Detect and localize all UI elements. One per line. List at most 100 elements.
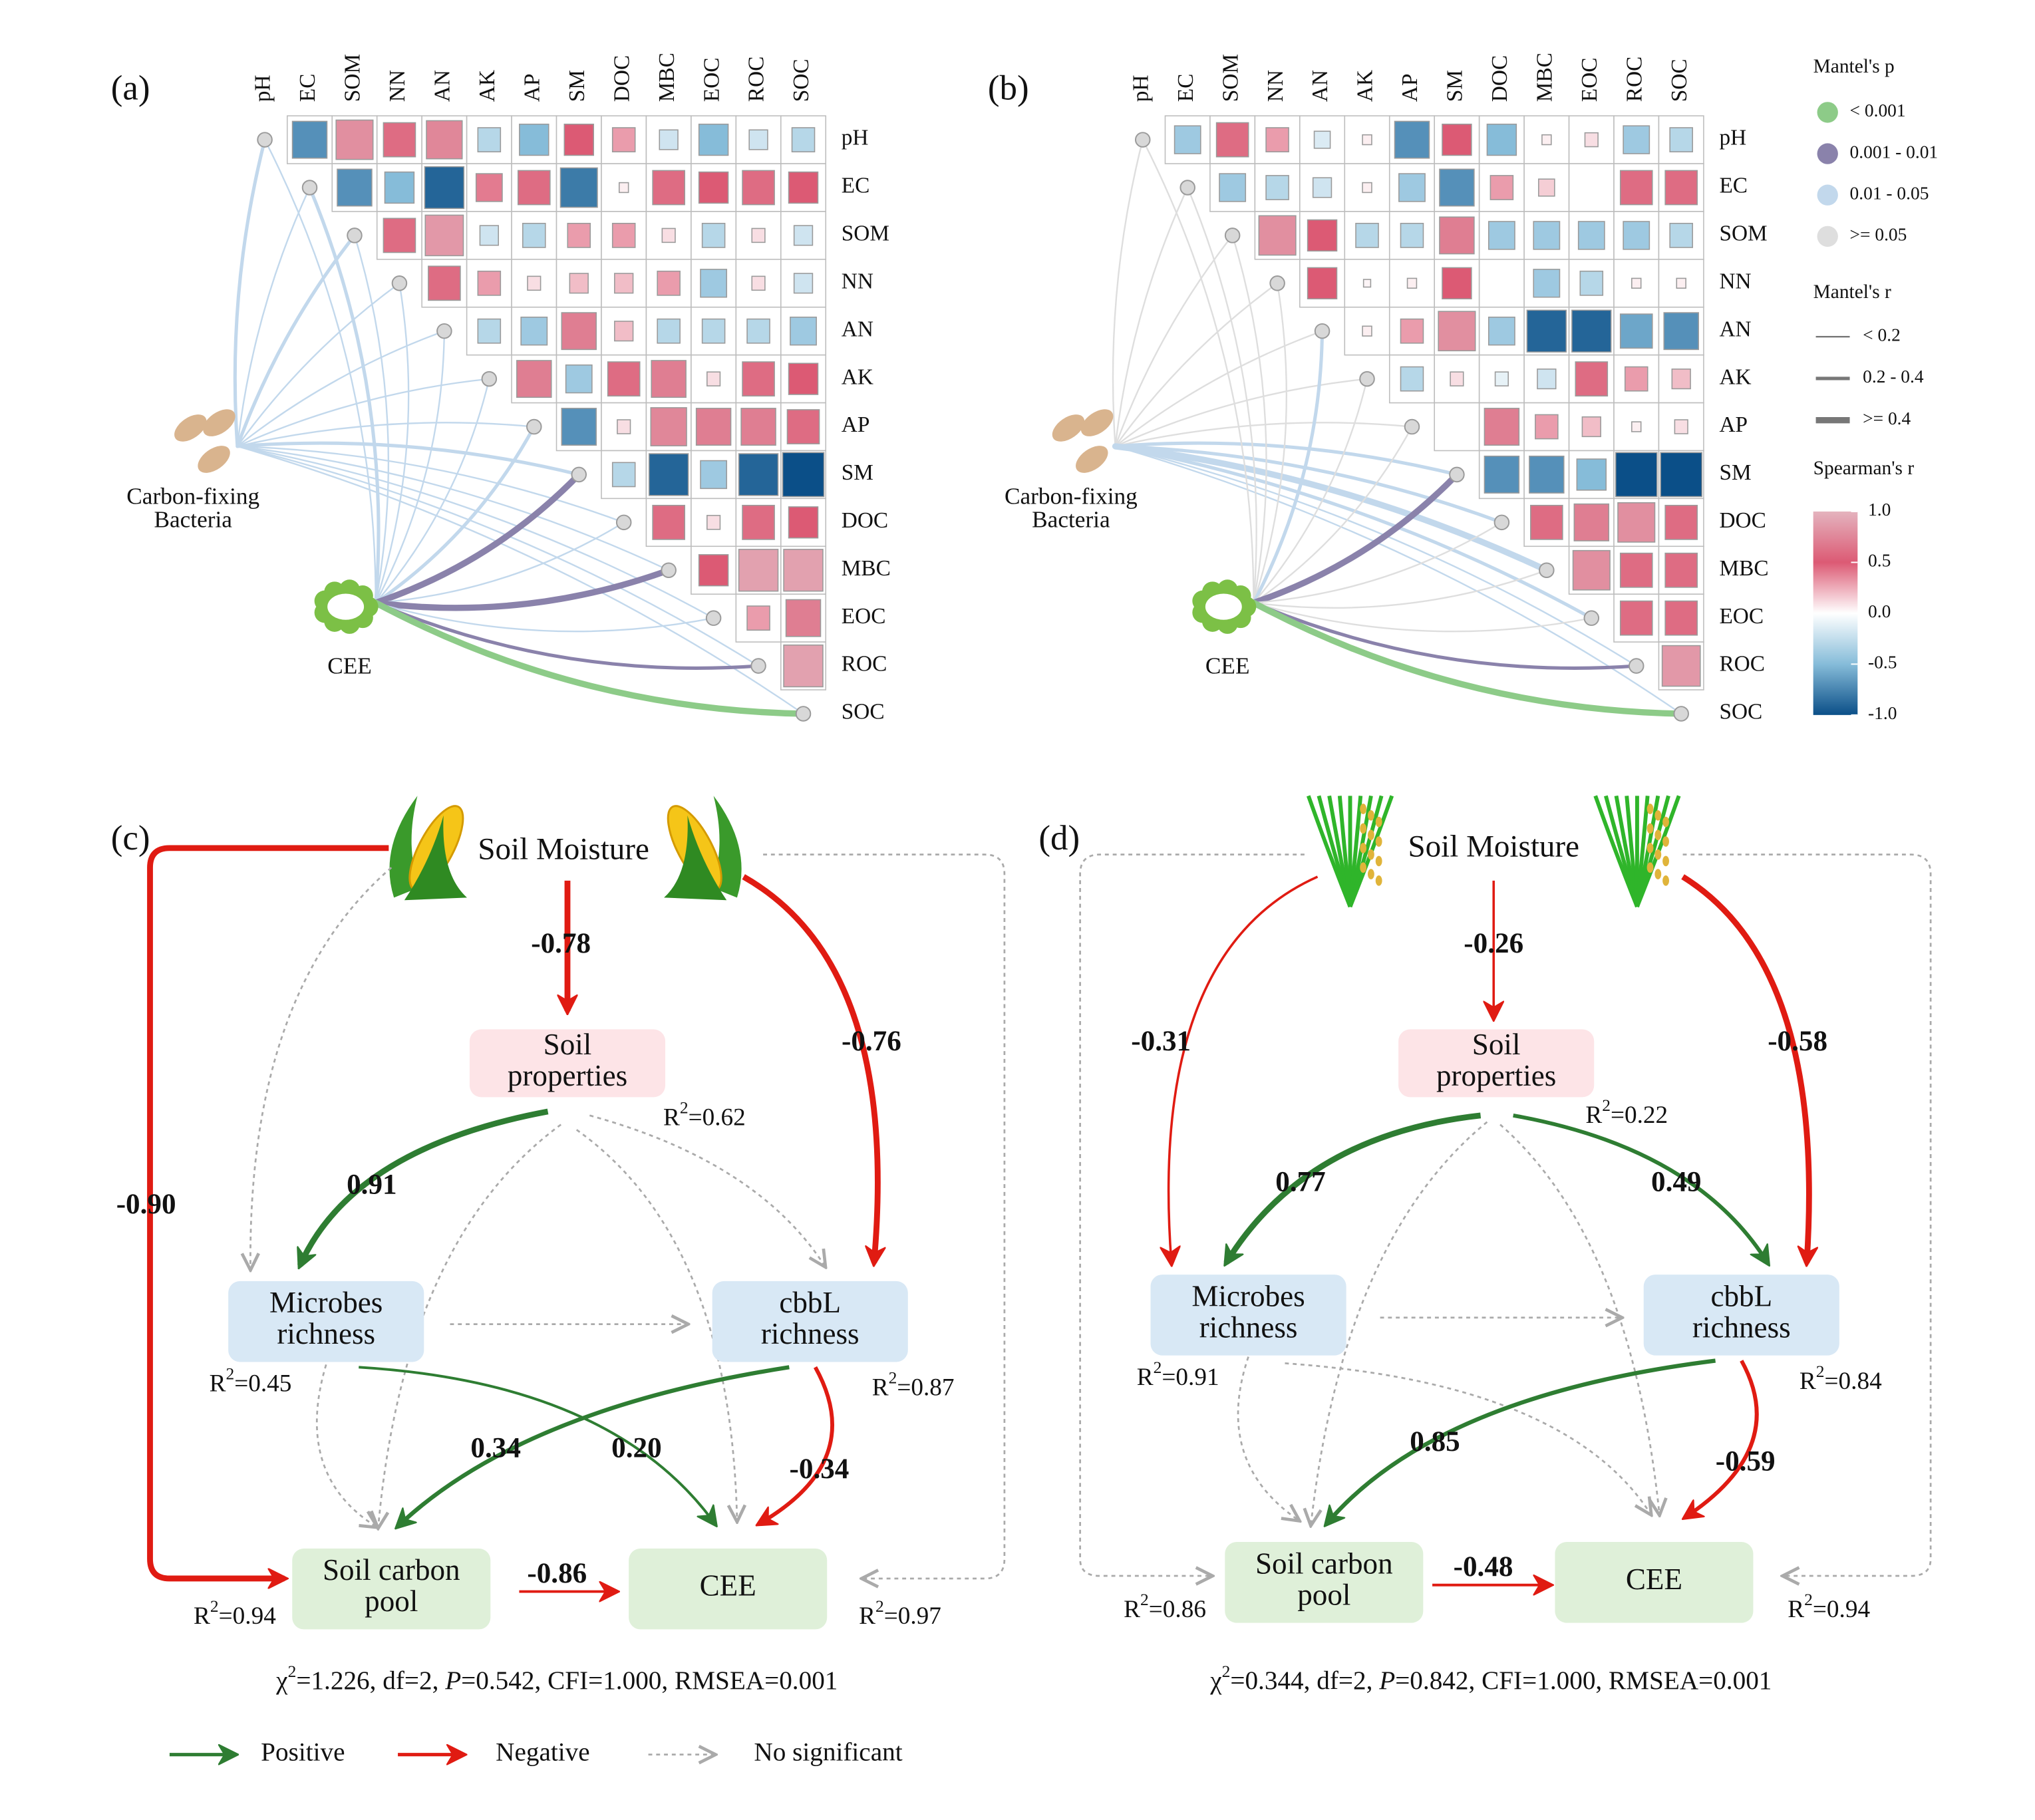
node-label-line: Soil carbon — [323, 1553, 460, 1587]
correlation-square — [384, 171, 415, 204]
correlation-square — [563, 123, 594, 156]
node-label-line: richness — [761, 1318, 860, 1351]
correlation-square — [1489, 175, 1514, 200]
cee-link — [375, 282, 410, 604]
node-label-line: cbbL — [779, 1286, 841, 1319]
cee-core — [327, 593, 365, 620]
coefficient-label: -0.58 — [1768, 1026, 1827, 1057]
bacteria-icon — [1052, 409, 1114, 473]
column-label: MBC — [655, 53, 679, 102]
rice-grain — [1654, 830, 1662, 841]
cee-link — [374, 424, 536, 605]
correlation-square — [426, 120, 463, 160]
cee-link — [375, 602, 714, 633]
r-squared-part: R — [872, 1374, 889, 1401]
node-box — [1643, 1275, 1839, 1356]
bacteria-link — [1114, 378, 1368, 448]
correlation-square — [1398, 173, 1426, 202]
cee-link — [1253, 602, 1593, 633]
path-arrow — [575, 1129, 737, 1519]
bacteria-link — [1114, 330, 1323, 448]
node-label: Soil carbon pool — [1255, 1547, 1393, 1612]
correlation-square — [1215, 122, 1249, 158]
correlation-square — [791, 127, 816, 152]
correlation-square — [1450, 371, 1464, 386]
rice-grain — [1654, 810, 1662, 821]
correlation-square — [519, 123, 549, 156]
variable-dot — [301, 180, 318, 196]
coefficient-label: -0.48 — [1454, 1551, 1513, 1583]
correlation-square — [1669, 223, 1693, 248]
cee-icon — [1192, 579, 1257, 634]
bacteria-link — [236, 445, 714, 619]
correlation-square — [1484, 408, 1520, 446]
variable-dot — [257, 132, 273, 148]
legend-swatch — [1817, 143, 1838, 164]
coefficient-label: -0.34 — [790, 1453, 850, 1485]
correlation-square — [383, 122, 416, 158]
r-squared-part: 2 — [1602, 1096, 1611, 1115]
bacteria-label: Bacteria — [154, 507, 232, 533]
r-squared-part: =0.87 — [897, 1374, 954, 1401]
row-label: NN — [1719, 269, 1751, 293]
correlation-square — [1576, 458, 1607, 491]
fit-part: 2 — [288, 1662, 297, 1681]
node-box — [292, 1548, 491, 1630]
path-arrow — [250, 867, 392, 1268]
legend-label: 0.001 - 0.01 — [1850, 142, 1939, 162]
legend-label: Negative — [496, 1738, 590, 1767]
r-squared-part: R — [859, 1602, 875, 1629]
r-squared: R2=0.62 — [663, 1098, 746, 1131]
rice-grain — [1654, 849, 1662, 860]
r-squared: R2=0.45 — [210, 1364, 292, 1397]
r-squared-part: 2 — [1154, 1358, 1162, 1377]
colorbar-label: 0.0 — [1868, 601, 1891, 621]
correlation-square — [1394, 120, 1430, 159]
heatmap-cell — [1254, 163, 1301, 212]
correlation-square — [291, 120, 328, 159]
correlation-square — [1442, 123, 1472, 156]
correlation-square — [793, 225, 814, 246]
correlation-square — [1676, 277, 1686, 289]
correlation-square — [1487, 317, 1515, 346]
correlation-square — [1355, 223, 1379, 248]
row-label: AK — [1719, 365, 1751, 389]
variable-dot — [1449, 466, 1465, 483]
cee-link — [263, 138, 377, 604]
path-arrow — [1682, 853, 1932, 1576]
row-label: AP — [1719, 412, 1748, 437]
rice-grain — [1654, 869, 1662, 879]
path-arrow — [1285, 1362, 1650, 1513]
corn-husk — [404, 815, 468, 901]
cee-link — [307, 186, 381, 605]
correlation-square — [1442, 267, 1472, 299]
variable-dot — [1359, 371, 1375, 387]
row-label: DOC — [842, 508, 888, 533]
variable-dot — [391, 275, 408, 291]
path-arrow — [1513, 1113, 1768, 1263]
corn-icon — [389, 796, 468, 901]
correlation-square — [1615, 452, 1658, 498]
node-label: cbbL richness — [761, 1286, 860, 1350]
bacteria-link — [236, 445, 670, 571]
variable-dot — [705, 610, 722, 626]
correlation-square — [1484, 455, 1520, 494]
path-arrow — [1226, 1112, 1482, 1263]
correlation-square — [1494, 371, 1509, 386]
path-arrow — [398, 1365, 790, 1526]
legend-label: 0.2 - 0.4 — [1863, 367, 1924, 386]
coefficient-label: 0.20 — [611, 1433, 661, 1464]
correlation-square — [652, 504, 685, 540]
row-label: AK — [842, 365, 873, 389]
r-squared-part: 2 — [1816, 1362, 1825, 1381]
bacterium — [1076, 446, 1108, 473]
node-label-line: properties — [508, 1059, 627, 1092]
r-squared-part: 2 — [1804, 1590, 1813, 1609]
node-label: CEE — [700, 1569, 756, 1602]
bacteria-link — [236, 330, 446, 448]
correlation-square — [1660, 452, 1703, 498]
cee-core — [1205, 593, 1242, 620]
correlation-square — [648, 453, 689, 496]
cee-link — [1253, 282, 1288, 604]
